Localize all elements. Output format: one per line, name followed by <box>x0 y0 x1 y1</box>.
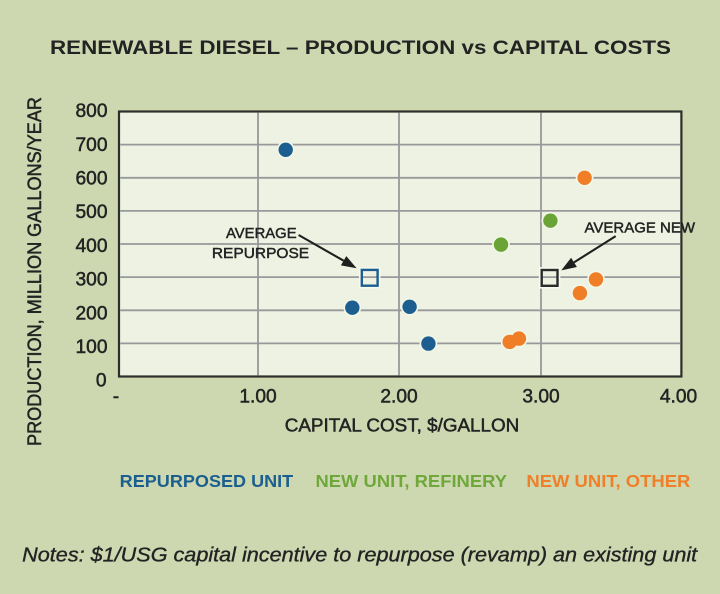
svg-text:200: 200 <box>75 303 107 324</box>
svg-text:NEW UNIT, REFINERY: NEW UNIT, REFINERY <box>316 471 508 491</box>
svg-text:PRODUCTION, MILLION GALLONS/YE: PRODUCTION, MILLION GALLONS/YEAR <box>24 97 46 446</box>
svg-text:2.00: 2.00 <box>380 387 417 408</box>
svg-text:500: 500 <box>75 202 107 223</box>
svg-text:NEW UNIT, OTHER: NEW UNIT, OTHER <box>526 471 690 491</box>
svg-text:600: 600 <box>75 169 107 190</box>
svg-text:700: 700 <box>75 135 107 156</box>
svg-text:REPURPOSE: REPURPOSE <box>212 246 310 262</box>
svg-text:100: 100 <box>75 337 107 358</box>
svg-text:CAPITAL COST, $/GALLON: CAPITAL COST, $/GALLON <box>285 415 520 436</box>
svg-text:300: 300 <box>75 270 107 291</box>
svg-text:1.00: 1.00 <box>239 387 276 408</box>
svg-text:-: - <box>113 387 119 408</box>
svg-text:4.00: 4.00 <box>660 387 697 408</box>
svg-text:400: 400 <box>75 236 107 257</box>
svg-text:3.00: 3.00 <box>522 387 559 408</box>
svg-text:Notes: $1/USG capital incentiv: Notes: $1/USG capital incentive to repur… <box>22 545 699 567</box>
svg-text:RENEWABLE DIESEL – PRODUCTION: RENEWABLE DIESEL – PRODUCTION vs CAPITAL… <box>50 38 671 59</box>
svg-text:AVERAGE: AVERAGE <box>226 226 297 242</box>
svg-text:800: 800 <box>75 101 107 122</box>
svg-text:0: 0 <box>96 371 107 392</box>
svg-text:REPURPOSED UNIT: REPURPOSED UNIT <box>120 471 294 491</box>
svg-text:AVERAGE NEW: AVERAGE NEW <box>585 221 696 237</box>
